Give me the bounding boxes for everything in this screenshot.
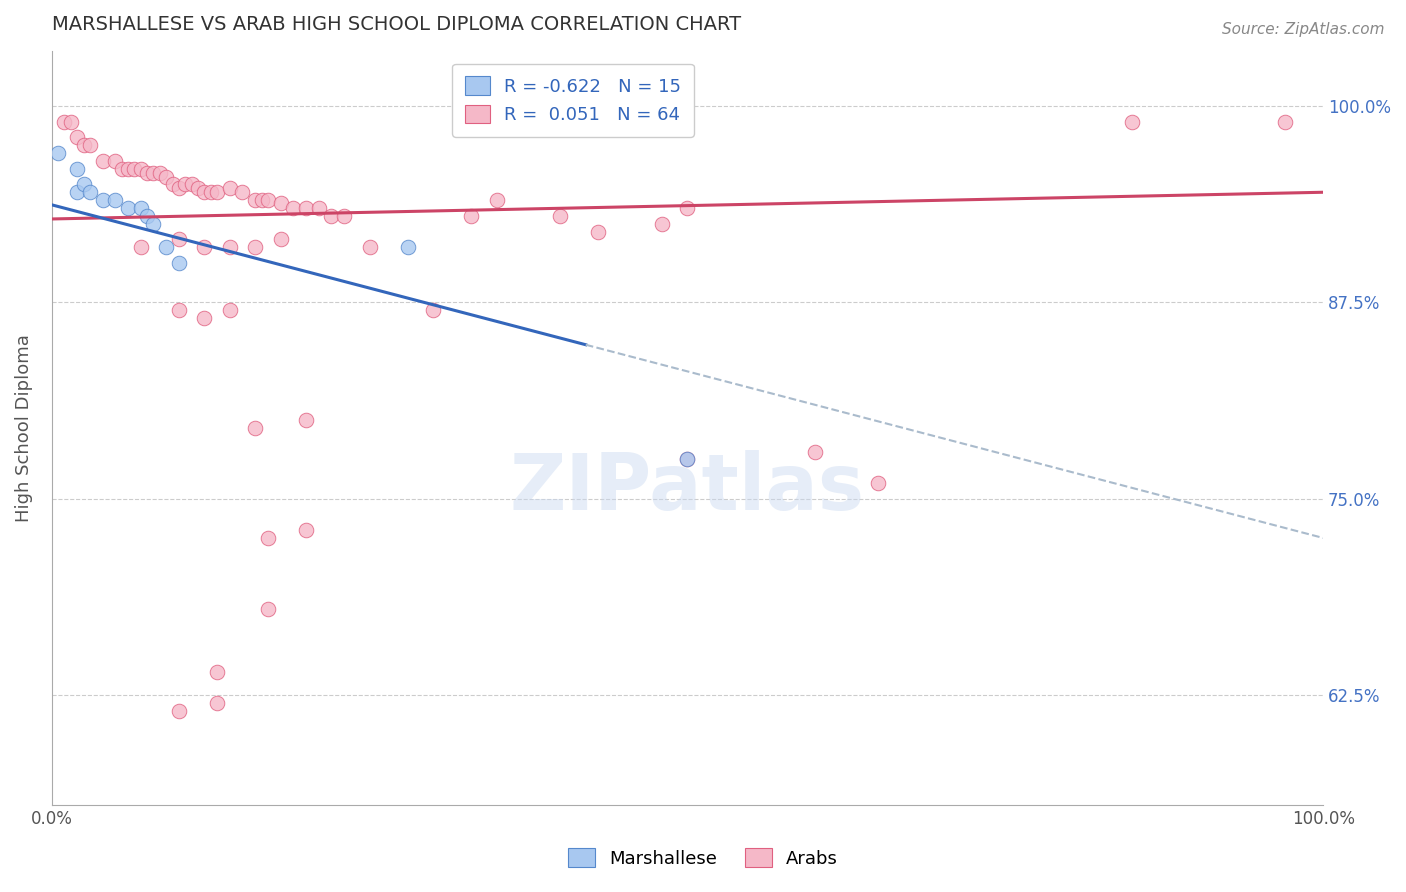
Point <box>187 180 209 194</box>
Point <box>243 421 266 435</box>
Point <box>117 201 139 215</box>
Text: Source: ZipAtlas.com: Source: ZipAtlas.com <box>1222 22 1385 37</box>
Point <box>676 201 699 215</box>
Point <box>129 161 152 176</box>
Point <box>257 531 280 545</box>
Point <box>295 413 318 427</box>
Point <box>72 138 94 153</box>
Point <box>205 696 228 710</box>
Point <box>167 180 190 194</box>
Point <box>167 704 190 718</box>
Point <box>193 310 215 325</box>
Point <box>104 153 127 168</box>
Point <box>359 240 381 254</box>
Point <box>142 166 165 180</box>
Point <box>66 186 89 200</box>
Point <box>1121 114 1143 128</box>
Point <box>129 240 152 254</box>
Point <box>193 240 215 254</box>
Point <box>205 186 228 200</box>
Point <box>104 193 127 207</box>
Point <box>53 114 76 128</box>
Point <box>149 166 172 180</box>
Point <box>550 209 572 223</box>
Point <box>250 193 273 207</box>
Point <box>218 180 240 194</box>
Point <box>1274 114 1296 128</box>
Point <box>174 178 197 192</box>
Point <box>79 138 101 153</box>
Point <box>59 114 82 128</box>
Point <box>218 240 240 254</box>
Point <box>803 444 825 458</box>
Point <box>218 303 240 318</box>
Point <box>136 209 159 223</box>
Point <box>142 217 165 231</box>
Point <box>136 166 159 180</box>
Point <box>193 186 215 200</box>
Point <box>46 145 69 160</box>
Point <box>66 161 89 176</box>
Point <box>243 240 266 254</box>
Point <box>124 161 146 176</box>
Point <box>676 452 699 467</box>
Point <box>295 201 318 215</box>
Point <box>243 193 266 207</box>
Y-axis label: High School Diploma: High School Diploma <box>15 334 32 522</box>
Point <box>588 225 610 239</box>
Point <box>333 209 356 223</box>
Point <box>270 232 292 246</box>
Point <box>72 178 94 192</box>
Point <box>321 209 343 223</box>
Point <box>270 196 292 211</box>
Point <box>167 232 190 246</box>
Point <box>868 475 890 490</box>
Point <box>180 178 202 192</box>
Point <box>91 193 114 207</box>
Point <box>111 161 134 176</box>
Point <box>460 209 482 223</box>
Point <box>155 169 177 184</box>
Point <box>422 303 444 318</box>
Point <box>79 186 101 200</box>
Point <box>91 153 114 168</box>
Point <box>257 601 280 615</box>
Point <box>167 256 190 270</box>
Legend: Marshallese, Arabs: Marshallese, Arabs <box>557 838 849 879</box>
Point <box>308 201 330 215</box>
Point <box>200 186 222 200</box>
Point <box>117 161 139 176</box>
Point <box>257 193 280 207</box>
Point <box>676 452 699 467</box>
Point <box>231 186 253 200</box>
Point <box>396 240 419 254</box>
Point <box>129 201 152 215</box>
Legend: R = -0.622   N = 15, R =  0.051   N = 64: R = -0.622 N = 15, R = 0.051 N = 64 <box>451 63 695 136</box>
Point <box>485 193 508 207</box>
Point <box>66 130 89 145</box>
Point <box>295 523 318 537</box>
Point <box>162 178 184 192</box>
Text: ZIPatlas: ZIPatlas <box>510 450 865 526</box>
Point <box>283 201 305 215</box>
Point <box>155 240 177 254</box>
Text: MARSHALLESE VS ARAB HIGH SCHOOL DIPLOMA CORRELATION CHART: MARSHALLESE VS ARAB HIGH SCHOOL DIPLOMA … <box>52 15 741 34</box>
Point <box>167 303 190 318</box>
Point <box>205 665 228 679</box>
Point <box>651 217 673 231</box>
